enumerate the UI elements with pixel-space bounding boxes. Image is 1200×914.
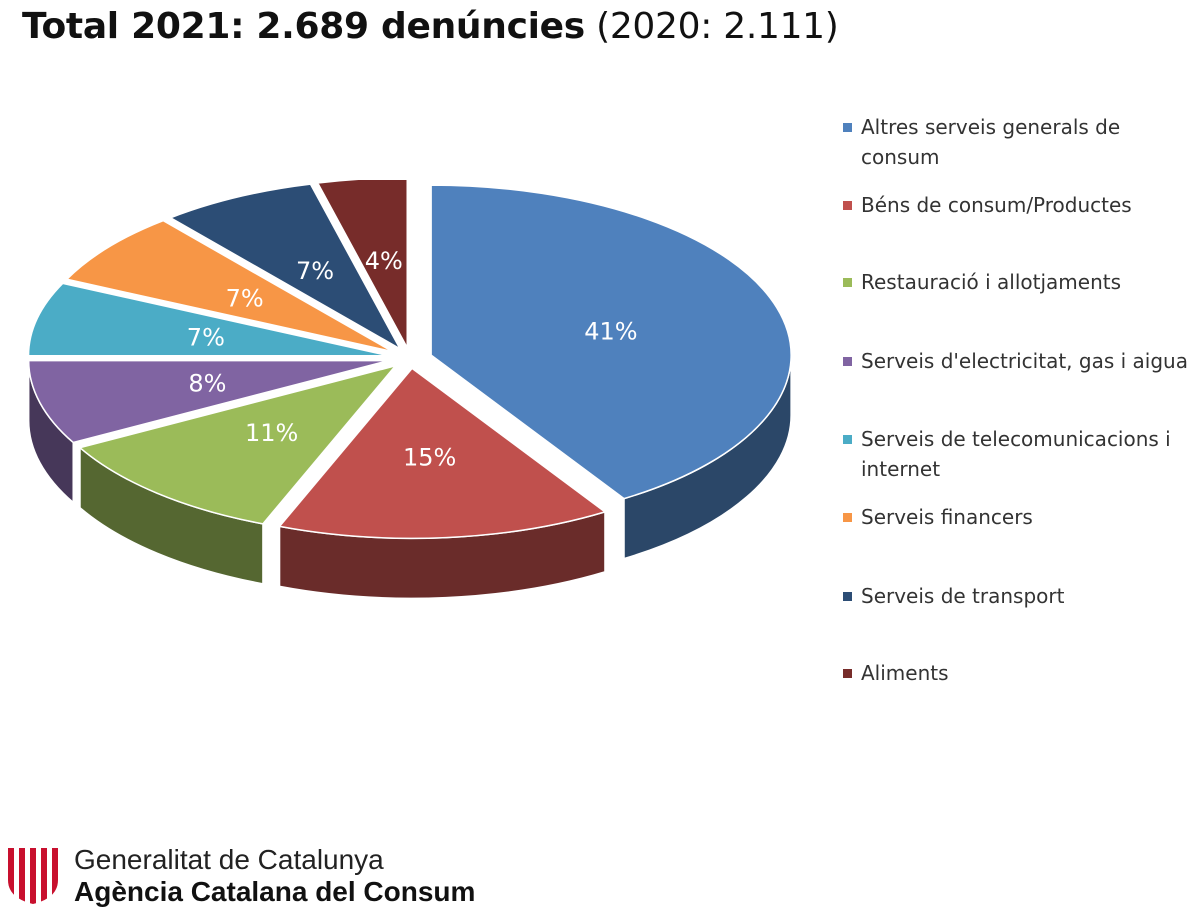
- pie-slice: [78, 364, 398, 525]
- pie-data-label: 4%: [365, 247, 403, 275]
- legend-swatch: [843, 201, 852, 210]
- pie-slice: [168, 183, 402, 351]
- legend-label: Serveis de telecomunicacions i internet: [861, 427, 1171, 481]
- legend-item: Serveis de transport: [843, 581, 1200, 611]
- chart-title-main: Total 2021: 2.689 denúncies: [22, 6, 585, 47]
- legend-label: Aliments: [861, 661, 949, 685]
- legend-label: Serveis de transport: [861, 584, 1065, 608]
- legend-swatch: [843, 278, 852, 287]
- pie-data-label: 41%: [584, 317, 637, 345]
- legend-item: Serveis d'electricitat, gas i aigua: [843, 346, 1200, 376]
- agency-name: Agència Catalana del Consum: [74, 876, 476, 907]
- legend-swatch: [843, 592, 852, 601]
- pie-slice: [27, 282, 389, 357]
- pie-data-label: 7%: [187, 323, 225, 351]
- legend-item: Serveis de telecomunicacions i internet: [843, 424, 1200, 484]
- footer: Generalitat de Catalunya Agència Catalan…: [0, 836, 600, 914]
- legend-item: Béns de consum/Productes: [843, 190, 1200, 220]
- pie-data-label: 7%: [296, 257, 334, 285]
- legend-label: Béns de consum/Productes: [861, 193, 1132, 217]
- legend-swatch: [843, 669, 852, 678]
- org-name: Generalitat de Catalunya: [74, 844, 384, 875]
- pie-data-label: 8%: [188, 370, 226, 398]
- legend-swatch: [843, 123, 852, 132]
- pie-slice: [316, 180, 408, 349]
- legend-label: Serveis d'electricitat, gas i aigua: [861, 349, 1188, 373]
- legend-item: Serveis financers: [843, 502, 1200, 532]
- legend-item: Restauració i allotjaments: [843, 267, 1200, 297]
- legend-label: Altres serveis generals de consum: [861, 115, 1121, 169]
- pie-chart: 41%15%11%8%7%7%7% 4%: [27, 180, 792, 600]
- legend-label: Restauració i allotjaments: [861, 270, 1122, 294]
- legend-label: Serveis financers: [861, 505, 1033, 529]
- pie-data-label: 11%: [245, 419, 298, 447]
- pie-slice: [27, 359, 389, 444]
- legend-swatch: [843, 513, 852, 522]
- pie-slice: [65, 219, 393, 353]
- legend-item: Aliments: [843, 658, 1200, 688]
- chart-title: Total 2021: 2.689 denúncies (2020: 2.111…: [22, 6, 839, 47]
- chart-title-secondary: (2020: 2.111): [596, 6, 839, 47]
- pie-data-label: 7%: [226, 284, 264, 312]
- pie-data-label: 15%: [403, 443, 456, 471]
- senyera-shield-icon: [8, 848, 58, 904]
- legend-swatch: [843, 435, 852, 444]
- pie-slice: [278, 367, 607, 540]
- pie-slice: [430, 184, 792, 500]
- legend-item: Altres serveis generals de consum: [843, 112, 1200, 172]
- legend-swatch: [843, 357, 852, 366]
